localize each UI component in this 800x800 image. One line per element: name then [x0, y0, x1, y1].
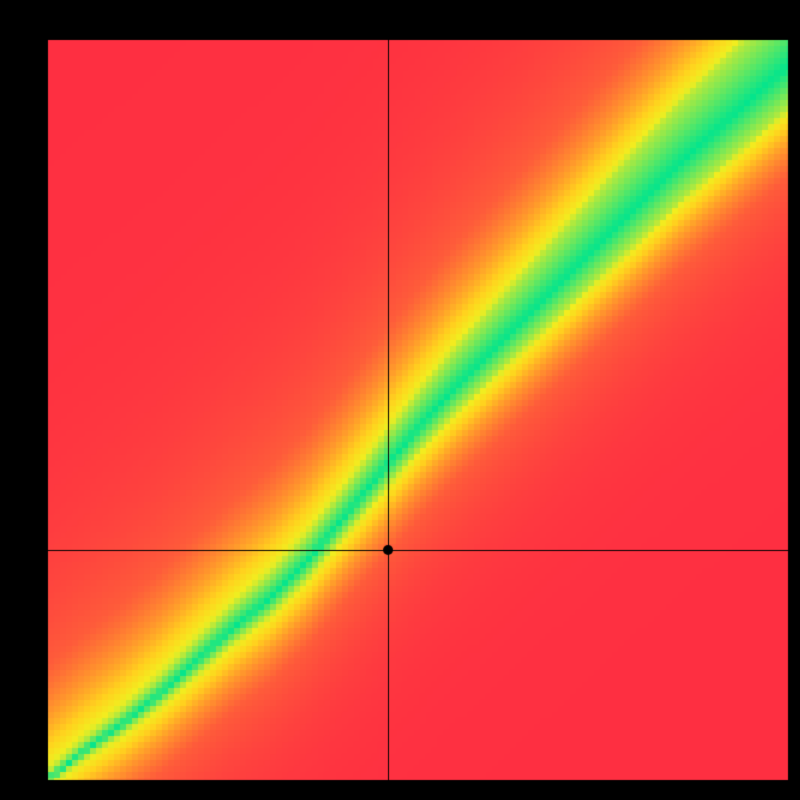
chart-container: TheBottleneck.com	[0, 0, 800, 800]
bottleneck-heatmap	[0, 0, 800, 800]
